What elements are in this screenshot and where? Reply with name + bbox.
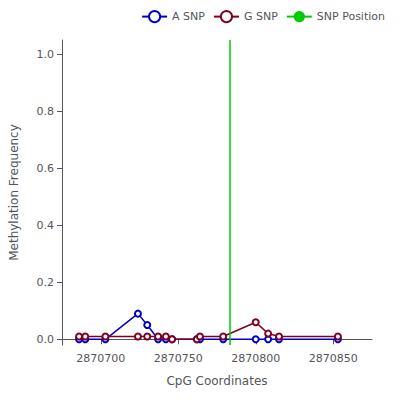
svg-text:G SNP: G SNP bbox=[244, 10, 278, 23]
svg-text:CpG Coordinates: CpG Coordinates bbox=[166, 374, 267, 388]
svg-text:0.8: 0.8 bbox=[37, 105, 55, 118]
svg-text:0.4: 0.4 bbox=[37, 219, 55, 232]
svg-text:2870750: 2870750 bbox=[154, 352, 203, 365]
svg-text:SNP Position: SNP Position bbox=[317, 10, 385, 23]
svg-text:A SNP: A SNP bbox=[172, 10, 205, 23]
svg-text:0.2: 0.2 bbox=[37, 276, 55, 289]
svg-text:Methylation Frequency: Methylation Frequency bbox=[7, 124, 21, 261]
svg-text:1.0: 1.0 bbox=[37, 48, 55, 61]
svg-text:0.0: 0.0 bbox=[37, 333, 55, 346]
svg-text:2870850: 2870850 bbox=[309, 352, 358, 365]
svg-text:0.6: 0.6 bbox=[37, 162, 55, 175]
svg-text:2870700: 2870700 bbox=[76, 352, 125, 365]
svg-text:2870800: 2870800 bbox=[231, 352, 280, 365]
